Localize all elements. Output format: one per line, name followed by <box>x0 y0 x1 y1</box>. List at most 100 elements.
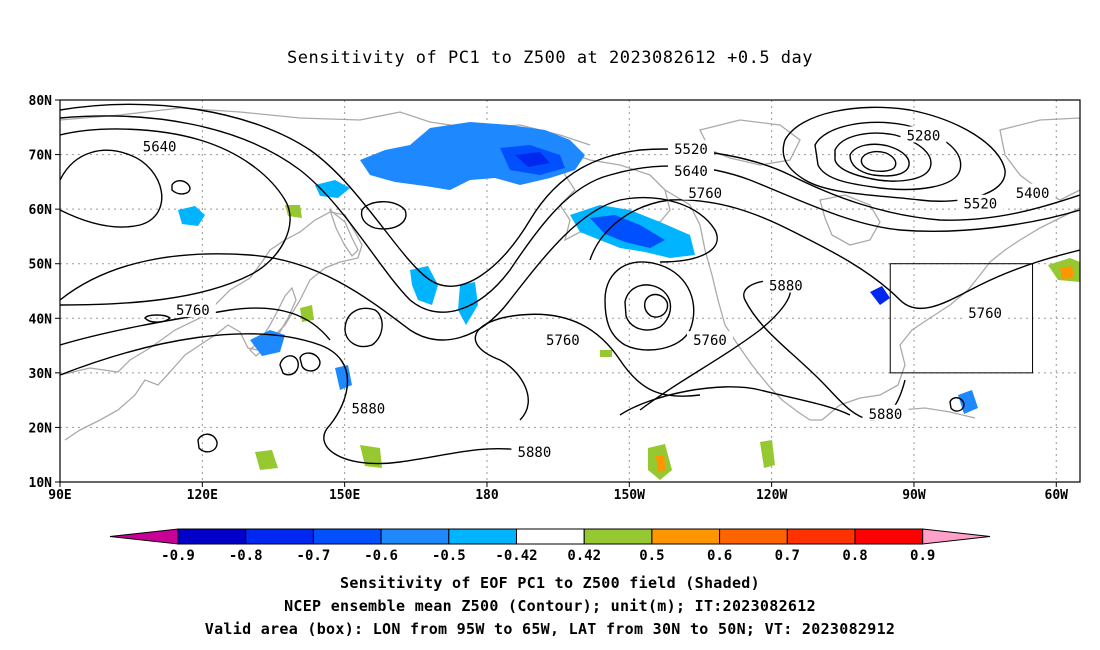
colorbar-bin <box>245 528 314 545</box>
caption-line-1: Sensitivity of EOF PC1 to Z500 field (Sh… <box>340 574 760 592</box>
lon-tick-label: 90E <box>48 488 71 503</box>
shading-blob-asia <box>178 206 205 226</box>
contour-small-5 <box>197 433 218 453</box>
colorbar-label: -0.7 <box>297 548 331 564</box>
lon-tick-label: 150W <box>614 488 645 503</box>
contour-5880-america <box>639 279 906 421</box>
contour-label: 5880 <box>869 407 903 423</box>
colorbar-label: -0.8 <box>229 548 263 564</box>
contour-5880-east <box>474 313 701 421</box>
lat-tick-label: 30N <box>29 367 53 382</box>
contour-5640-main <box>60 115 1080 313</box>
contour-high-pacific-inner <box>624 284 672 331</box>
shading-blob-pacific-1 <box>410 266 438 305</box>
contour-label-bg <box>136 137 183 154</box>
contour-5640-west <box>60 128 291 306</box>
contour-5400-west <box>60 149 163 228</box>
contour-small-1 <box>171 180 191 195</box>
colorbar-label: 0.9 <box>910 548 935 564</box>
sensitivity-shading <box>178 122 1080 480</box>
lon-tick-label: 120E <box>187 488 218 503</box>
contour-label-bg <box>962 303 1009 320</box>
colorbar-label: 0.8 <box>842 548 867 564</box>
lat-tick-label: 20N <box>29 421 53 436</box>
shading-blob-siberia-west <box>315 180 350 198</box>
shading-blob-gulf-of-alaska <box>570 205 695 258</box>
plot-frame <box>59 99 1081 483</box>
shading-blob-pacific-3 <box>335 365 352 390</box>
contour-label-bg <box>169 301 216 318</box>
contour-label: 5520 <box>674 142 708 158</box>
contour-label: 5640 <box>674 164 708 180</box>
lat-tick-label: 50N <box>29 258 53 273</box>
coastline-gulf <box>821 207 1080 421</box>
contour-label-bg <box>667 161 714 178</box>
coastline-hudson <box>819 194 881 246</box>
colorbar-bin <box>177 528 247 545</box>
contour-label: 5400 <box>1016 186 1050 202</box>
shading-blob-japan <box>250 330 285 356</box>
lat-tick-label: 70N <box>29 149 53 164</box>
lat-tick-label: 60N <box>29 203 53 218</box>
contour-label-bg <box>686 331 733 348</box>
contour-high-pacific <box>604 261 695 351</box>
shading-blob-arctic <box>360 122 585 190</box>
colorbar-label: -0.5 <box>432 548 466 564</box>
contour-small-3 <box>279 355 299 376</box>
coastline-north-america-west <box>664 189 822 421</box>
lat-lon-grid <box>60 100 1080 482</box>
contour-label: 5880 <box>352 401 386 417</box>
valid-area-box <box>889 263 1034 374</box>
contour-5880-pacific <box>60 333 521 465</box>
coastline-caribbean <box>899 407 976 419</box>
lat-tick-label: 80N <box>29 94 53 109</box>
colorbar-bin <box>651 528 721 545</box>
colorbar-low-arrow <box>109 528 179 545</box>
contour-label-bg <box>762 276 809 293</box>
contour-label: 5760 <box>968 306 1002 322</box>
contour-label-bg <box>682 183 729 200</box>
contour-label-bg <box>511 442 558 459</box>
coastline-siberia <box>60 107 591 146</box>
caption-line-2: NCEP ensemble mean Z500 (Contour); unit(… <box>284 597 816 615</box>
contour-small-4 <box>299 352 321 372</box>
colorbar-high-arrow <box>922 528 991 545</box>
shading-blob-pacific-2 <box>458 282 478 325</box>
colorbar: -0.9 -0.8 -0.7 -0.6 -0.5 -0.42 0.42 0.5 0.6 0.7 0.… <box>109 528 991 564</box>
caption-line-3: Valid area (box): LON from 95W to 65W, L… <box>204 620 896 638</box>
contour-label: 5880 <box>518 445 552 461</box>
contour-label: 5640 <box>143 139 177 155</box>
coastline-kamchatka <box>328 208 359 258</box>
colorbar-bin <box>516 528 585 545</box>
colorbar-label: 0.6 <box>707 548 732 564</box>
colorbar-label: 0.42 <box>567 548 601 564</box>
contour-label: 5760 <box>176 303 210 319</box>
lat-tick-label: 40N <box>29 312 53 327</box>
contour-label-bg <box>957 194 1004 211</box>
contour-small-6 <box>949 397 965 412</box>
lon-tick-label: 120W <box>756 488 787 503</box>
contour-label-bg <box>345 399 392 416</box>
contour-5760-low <box>60 307 331 346</box>
colorbar-label: -0.42 <box>495 548 537 564</box>
contour-5760-north <box>589 199 1080 310</box>
contour-label: 5760 <box>688 186 722 202</box>
contour-5760-main <box>60 196 718 341</box>
coastline-greenland <box>999 117 1080 201</box>
colorbar-bin <box>380 528 450 545</box>
contour-label: 5760 <box>546 333 580 349</box>
lon-tick-label: 180 <box>475 488 499 503</box>
lat-tick-label: 10N <box>29 476 53 491</box>
contour-high-pacific-core <box>643 293 669 318</box>
colorbar-bin <box>448 528 517 545</box>
colorbar-label: -0.6 <box>364 548 398 564</box>
shading-blob-box <box>870 286 890 305</box>
contour-label-bg <box>1009 183 1056 200</box>
contour-label-bg <box>900 126 947 143</box>
contour-small-7 <box>144 314 172 323</box>
colorbar-label: 0.7 <box>775 548 800 564</box>
contour-label: 5520 <box>964 197 998 213</box>
contour-label: 5880 <box>769 279 803 295</box>
contour-labels: 5640 5520 5640 5760 5280 5400 5520 5760 5760 5760… <box>136 126 1056 461</box>
